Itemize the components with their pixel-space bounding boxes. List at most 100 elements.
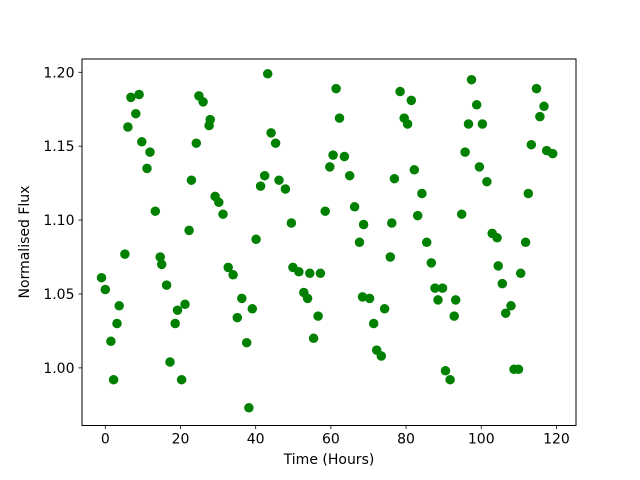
data-point [523,188,534,199]
data-point [123,122,133,132]
data-point [108,374,119,385]
data-point [547,148,558,159]
data-point [531,83,542,94]
x-tick-label: 120 [543,432,570,448]
data-point [232,312,243,323]
data-point [180,299,190,310]
data-point [161,280,172,290]
data-point [218,209,228,219]
data-point [497,278,508,289]
data-point [170,318,180,329]
data-point [184,225,194,236]
data-point [112,318,122,329]
data-point [315,268,326,279]
data-point [334,113,345,123]
data-point [395,86,405,97]
data-point [500,308,511,318]
data-point [259,170,270,181]
data-point [339,151,350,162]
data-point [320,206,330,216]
data-point [437,283,448,293]
y-tick-label: 1.00 [43,361,74,377]
data-point [526,139,537,150]
data-point [379,304,390,314]
data-point [120,249,130,259]
data-point [412,210,423,221]
data-point [539,101,549,112]
data-point [270,138,281,148]
data-point [402,119,413,129]
data-point [228,270,238,280]
data-point [440,366,451,376]
data-point [535,111,545,122]
data-point [280,184,291,194]
x-tick-label: 40 [247,432,265,448]
data-point [223,262,233,273]
data-point [515,268,526,279]
data-point [506,301,516,311]
data-point [247,304,258,314]
data-point [150,206,161,216]
data-point [474,162,485,172]
data-point [186,175,197,185]
x-axis-label: Time (Hours) [283,452,375,468]
data-point [463,119,474,129]
data-point [262,69,273,79]
x-tick-label: 20 [172,432,190,448]
y-tick-label: 1.10 [43,213,74,229]
y-axis-label: Normalised Flux [17,185,33,299]
data-point [466,74,477,85]
data-point [417,188,427,199]
data-point [376,351,387,361]
data-point [409,165,420,175]
data-point [131,108,141,119]
data-point [308,333,319,344]
data-point [385,252,396,262]
data-point [387,218,397,228]
y-tick-label: 1.05 [43,287,74,303]
data-point [406,95,417,106]
data-point [294,267,304,277]
data-point [520,237,531,248]
data-point [145,147,155,157]
x-tick-label: 100 [468,432,495,448]
data-point [205,114,215,125]
data-point [134,89,144,100]
x-tick-label: 60 [322,432,340,448]
data-point [433,295,443,305]
plot-area-border [81,58,577,426]
data-point [357,292,368,302]
data-point [142,163,152,174]
data-point [349,202,360,212]
y-tick-label: 1.15 [43,139,74,155]
data-point [344,170,355,181]
data-point [126,92,136,103]
data-point [364,293,375,304]
data-point [191,138,202,148]
x-tick-label: 0 [101,432,110,448]
data-point [302,293,313,304]
data-point [482,176,492,187]
data-point [237,293,247,304]
data-point [313,311,323,321]
x-tick-label: 80 [397,432,415,448]
data-point [426,258,437,268]
data-point [137,137,147,147]
data-point [100,284,111,295]
data-point [354,237,365,248]
data-point [198,97,208,107]
data-point [328,150,338,160]
data-point [156,259,167,270]
data-point [492,233,502,243]
data-point [331,83,341,94]
data-point [305,268,315,279]
data-point [445,374,455,385]
data-point [165,357,175,367]
data-point [96,272,107,283]
data-point [244,403,254,413]
data-point [325,162,335,172]
data-point [106,336,116,347]
data-point [358,219,369,230]
data-point [172,305,183,315]
